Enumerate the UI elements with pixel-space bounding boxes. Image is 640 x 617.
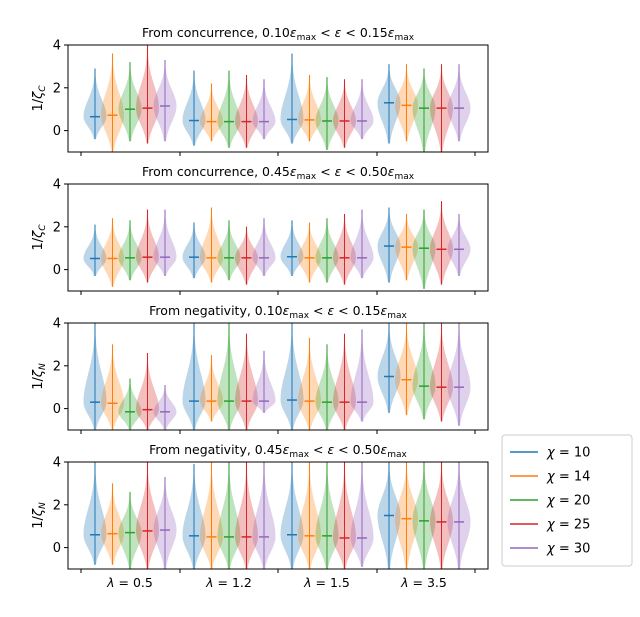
y-tick-label: 0 — [53, 263, 61, 278]
legend-frame — [501, 434, 633, 567]
y-tick-label: 4 — [53, 456, 61, 471]
legend-label: χ = 14 — [546, 470, 590, 485]
y-tick-label: 4 — [53, 39, 61, 54]
x-tick-label: λ = 0.5 — [106, 575, 153, 590]
x-tick-label: λ = 3.5 — [400, 575, 447, 590]
panel-title: From concurrence, 0.45εmax < ε < 0.50εma… — [142, 164, 415, 182]
legend-label: χ = 20 — [546, 494, 590, 509]
panels-group: From concurrence, 0.10εmax < ε < 0.15εma… — [31, 25, 489, 573]
y-tick-label: 2 — [53, 220, 61, 235]
legend-label: χ = 10 — [546, 446, 590, 461]
violins — [83, 462, 471, 569]
y-tick-label: 4 — [53, 317, 61, 332]
y-tick-label: 2 — [53, 359, 61, 374]
violins — [83, 45, 471, 152]
panel-3: From negativity, 0.10εmax < ε < 0.15εmax… — [31, 303, 489, 434]
x-tick-label: λ = 1.5 — [303, 575, 350, 590]
y-tick-label: 2 — [53, 498, 61, 513]
y-axis-label: 1/ζN — [31, 363, 48, 390]
legend-label: χ = 30 — [546, 542, 590, 557]
panel-1: From concurrence, 0.10εmax < ε < 0.15εma… — [31, 25, 489, 156]
panel-4: From negativity, 0.45εmax < ε < 0.50εmax… — [31, 442, 489, 573]
violins — [83, 201, 471, 289]
legend-label: χ = 25 — [546, 518, 590, 533]
y-axis-label: 1/ζN — [31, 502, 48, 529]
x-axis-ticks: λ = 0.5 λ = 1.2 λ = 1.5 λ = 3.5 — [106, 575, 447, 590]
panel-title: From negativity, 0.10εmax < ε < 0.15εmax — [149, 303, 407, 321]
panel-title: From negativity, 0.45εmax < ε < 0.50εmax — [149, 442, 407, 460]
panel-title: From concurrence, 0.10εmax < ε < 0.15εma… — [142, 25, 415, 43]
y-axis-label: 1/ζC — [31, 85, 48, 112]
y-tick-label: 2 — [53, 81, 61, 96]
y-axis-label: 1/ζC — [31, 224, 48, 251]
panel-2: From concurrence, 0.45εmax < ε < 0.50εma… — [31, 164, 489, 295]
violins — [83, 323, 471, 430]
y-tick-label: 0 — [53, 541, 61, 556]
y-tick-label: 4 — [53, 178, 61, 193]
x-tick-label: λ = 1.2 — [205, 575, 252, 590]
y-tick-label: 0 — [53, 124, 61, 139]
legend: χ = 10 χ = 14 χ = 20 χ = 25 χ = 30 — [501, 434, 633, 567]
y-tick-label: 0 — [53, 402, 61, 417]
